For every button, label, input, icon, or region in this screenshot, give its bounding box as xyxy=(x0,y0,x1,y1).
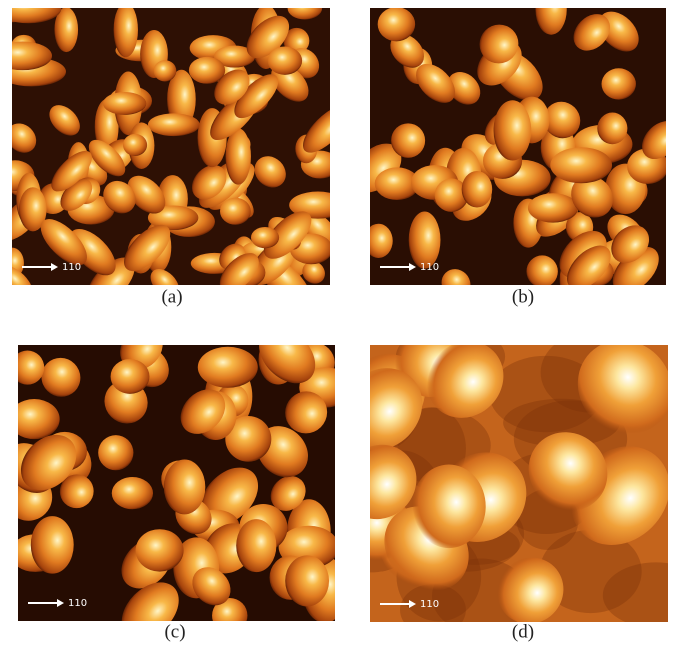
island xyxy=(123,134,147,156)
scale-label: 110 xyxy=(62,262,81,273)
island xyxy=(31,516,74,574)
scale-label: 110 xyxy=(68,598,87,609)
panel: 110 (c) xyxy=(0,316,352,650)
island xyxy=(103,92,146,115)
island xyxy=(11,351,45,385)
panel: 110 (d) xyxy=(323,309,675,643)
island xyxy=(285,555,329,606)
island xyxy=(597,113,627,145)
island xyxy=(550,147,612,183)
island xyxy=(528,193,578,222)
island xyxy=(148,113,200,136)
island xyxy=(154,60,177,81)
island xyxy=(602,68,636,99)
island xyxy=(378,7,415,41)
island xyxy=(494,100,532,160)
island xyxy=(226,128,251,184)
micrograph xyxy=(0,316,352,650)
panel-caption: (c) xyxy=(164,621,185,642)
micrograph xyxy=(323,309,675,638)
island xyxy=(98,435,133,470)
island xyxy=(412,465,486,549)
island xyxy=(111,359,150,394)
figure: 110 (a) 110 (b) 110 (c) 110 (d) xyxy=(0,0,675,655)
panel-caption: (b) xyxy=(512,286,534,307)
island xyxy=(112,477,153,509)
panel: 110 (a) xyxy=(0,0,357,316)
island xyxy=(251,227,279,248)
island xyxy=(462,171,493,208)
island xyxy=(268,47,302,75)
island xyxy=(114,3,138,57)
scale-label: 110 xyxy=(420,262,439,273)
island xyxy=(198,347,258,388)
island xyxy=(391,123,425,157)
micrograph xyxy=(343,0,675,310)
scale-label: 110 xyxy=(420,599,439,610)
panel: 110 (b) xyxy=(343,0,675,310)
island xyxy=(364,224,393,258)
island xyxy=(136,529,184,571)
island xyxy=(236,519,276,572)
island xyxy=(409,212,441,269)
panel-caption: (d) xyxy=(512,621,534,642)
island xyxy=(164,460,205,515)
island xyxy=(9,399,60,439)
island xyxy=(220,198,251,225)
island xyxy=(526,255,557,287)
panel-caption: (a) xyxy=(161,286,182,307)
